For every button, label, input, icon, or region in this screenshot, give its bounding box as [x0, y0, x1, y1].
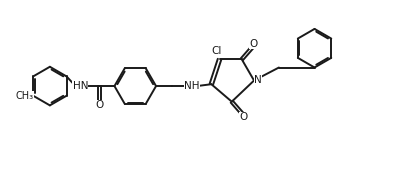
Text: O: O: [250, 39, 258, 49]
Text: N: N: [254, 75, 262, 85]
Text: Cl: Cl: [211, 46, 222, 56]
Text: NH: NH: [184, 81, 200, 91]
Text: O: O: [239, 112, 248, 122]
Text: HN: HN: [73, 81, 88, 91]
Text: CH₃: CH₃: [16, 91, 34, 101]
Text: O: O: [95, 100, 103, 110]
